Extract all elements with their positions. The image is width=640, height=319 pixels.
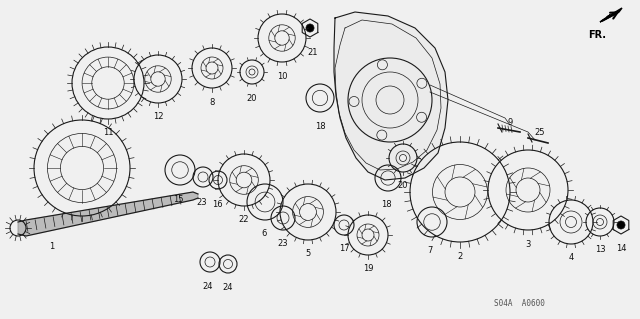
Circle shape: [566, 217, 577, 227]
Text: 19: 19: [363, 264, 373, 273]
Circle shape: [516, 178, 540, 202]
Text: 22: 22: [239, 215, 249, 224]
Text: 16: 16: [212, 200, 222, 209]
Circle shape: [206, 62, 218, 74]
Polygon shape: [18, 192, 198, 236]
Text: 25: 25: [535, 128, 545, 137]
Text: 7: 7: [428, 246, 433, 255]
Text: 4: 4: [568, 253, 573, 262]
Text: 20: 20: [397, 181, 408, 190]
Text: 23: 23: [278, 239, 288, 248]
Text: 5: 5: [305, 249, 310, 258]
Text: 23: 23: [196, 198, 207, 207]
Polygon shape: [600, 8, 622, 22]
Text: 13: 13: [595, 245, 605, 254]
Polygon shape: [334, 12, 448, 180]
Text: 24: 24: [203, 282, 213, 291]
Text: 18: 18: [315, 122, 325, 131]
Circle shape: [617, 221, 625, 229]
Text: 6: 6: [261, 229, 267, 238]
Text: 17: 17: [339, 244, 349, 253]
Circle shape: [399, 154, 406, 161]
Text: 18: 18: [381, 200, 391, 209]
Circle shape: [306, 24, 314, 32]
Text: 2: 2: [458, 252, 463, 261]
Text: 21: 21: [308, 48, 318, 57]
Text: 12: 12: [153, 112, 163, 121]
Text: 9: 9: [508, 118, 513, 127]
Text: 3: 3: [525, 240, 531, 249]
Circle shape: [249, 69, 255, 75]
Circle shape: [236, 172, 252, 188]
Circle shape: [300, 204, 316, 220]
Circle shape: [151, 72, 165, 86]
Circle shape: [445, 177, 475, 207]
Text: 15: 15: [173, 195, 183, 204]
Text: S04A  A0600: S04A A0600: [494, 299, 545, 308]
Text: FR.: FR.: [588, 30, 606, 40]
Text: 24: 24: [223, 283, 233, 292]
Text: 1: 1: [49, 242, 54, 251]
Text: 10: 10: [276, 72, 287, 81]
Circle shape: [275, 31, 289, 45]
Text: 8: 8: [209, 98, 214, 107]
Text: 11: 11: [103, 128, 113, 137]
Circle shape: [596, 219, 604, 226]
Text: 20: 20: [247, 94, 257, 103]
Circle shape: [362, 229, 374, 241]
Text: 14: 14: [616, 244, 627, 253]
